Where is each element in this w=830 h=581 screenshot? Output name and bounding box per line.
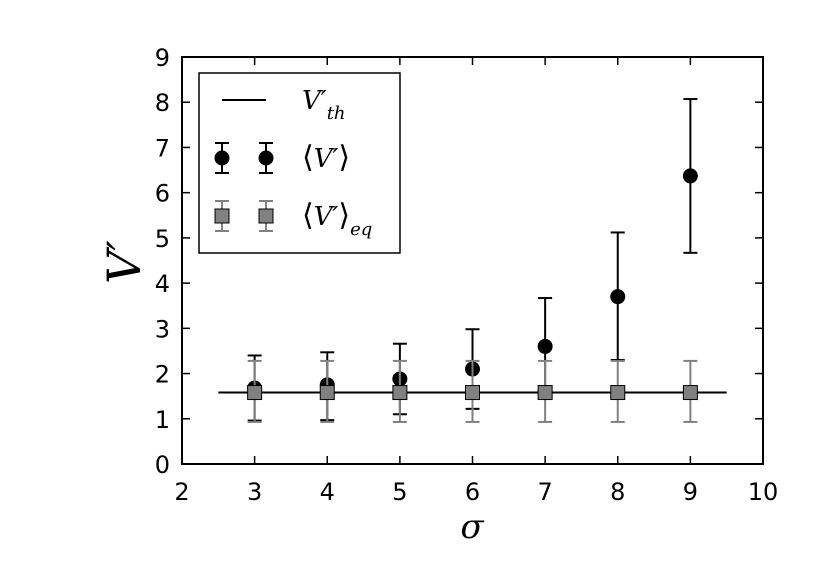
y-tick-label: 0 [155, 451, 170, 479]
x-tick-label: 5 [392, 478, 407, 506]
legend-marker [214, 208, 230, 224]
legend-label: V′th [302, 86, 346, 124]
data-point [610, 289, 626, 305]
data-point [537, 338, 553, 354]
y-tick-label: 3 [155, 315, 170, 343]
legend-marker [214, 150, 230, 166]
data-point [247, 385, 263, 401]
x-tick-label: 10 [748, 478, 779, 506]
x-tick-label: 2 [174, 478, 189, 506]
x-tick-label: 7 [537, 478, 552, 506]
x-tick-label: 6 [465, 478, 480, 506]
data-point [537, 385, 553, 401]
data-point [610, 385, 626, 401]
data-point [319, 385, 335, 401]
y-tick-label: 6 [155, 180, 170, 208]
y-tick-label: 8 [155, 89, 170, 117]
y-tick-label: 7 [155, 134, 170, 162]
x-axis-label: σ [460, 507, 484, 547]
y-tick-label: 5 [155, 225, 170, 253]
x-tick-label: 9 [683, 478, 698, 506]
y-tick-label: 2 [155, 361, 170, 389]
x-tick-label: 3 [247, 478, 262, 506]
data-point [682, 385, 698, 401]
legend-marker [258, 150, 274, 166]
y-tick-label: 4 [155, 270, 170, 298]
x-tick-label: 8 [610, 478, 625, 506]
data-point [682, 168, 698, 184]
y-tick-label: 9 [155, 44, 170, 72]
legend-box [198, 72, 401, 254]
y-axis-label: V′ [97, 240, 151, 284]
legend-marker [258, 208, 274, 224]
series-2 [247, 359, 698, 423]
legend-label: ⟨V′⟩eq [302, 198, 372, 240]
data-point [465, 385, 480, 401]
y-tick-label: 1 [155, 406, 170, 434]
plot-area [218, 98, 727, 423]
data-point [392, 385, 408, 401]
axes: 2 3 4 5 6 7 8 9 10 0 1 2 3 4 5 6 7 8 9 [155, 44, 779, 506]
x-tick-label: 4 [320, 478, 335, 506]
legend: V′th ⟨V′⟩ ⟨V′⟩eq [198, 72, 401, 254]
legend-label: ⟨V′⟩ [302, 140, 350, 175]
